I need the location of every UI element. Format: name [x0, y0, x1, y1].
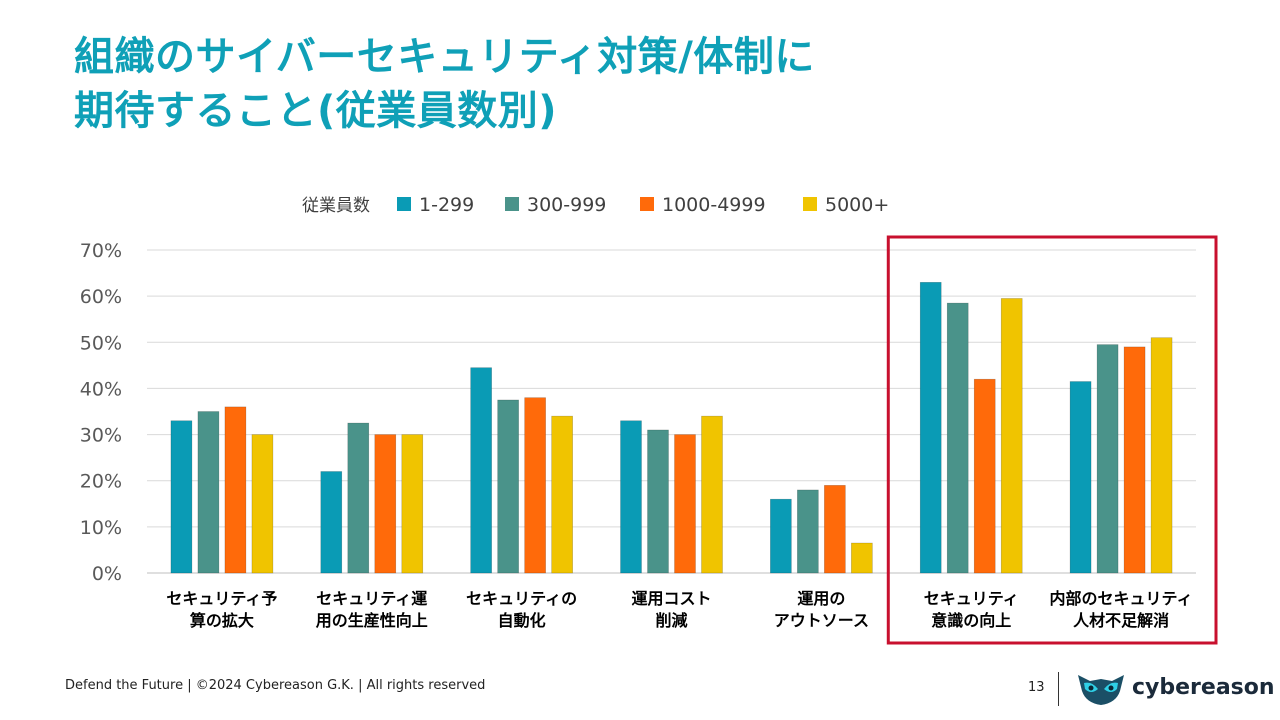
logo-wordmark: cybereason	[1132, 675, 1275, 700]
bar	[551, 415, 573, 574]
x-tick-label: セキュリティ運	[316, 589, 427, 608]
x-tick-label: 用の生産性向上	[316, 611, 428, 630]
bar	[647, 429, 669, 574]
slide-title-line-1: 組織のサイバーセキュリティ対策/体制に	[74, 34, 815, 80]
x-tick-label: 運用コスト	[631, 589, 711, 608]
legend-label: 5000+	[825, 194, 889, 216]
legend-label: 1-299	[419, 194, 474, 216]
bar	[401, 434, 424, 574]
x-tick-label: 算の拡大	[190, 611, 254, 630]
y-tick-label: 60%	[80, 286, 122, 308]
bar	[701, 415, 723, 574]
bar	[674, 434, 696, 574]
legend-swatch	[397, 197, 411, 211]
bar	[973, 378, 996, 574]
footer-divider	[1058, 672, 1059, 706]
y-tick-label: 70%	[80, 240, 122, 262]
bar	[1096, 344, 1119, 574]
slide-title: 組織のサイバーセキュリティ対策/体制に 期待すること(従業員数別)	[74, 30, 815, 138]
bar	[770, 498, 792, 574]
bar	[524, 397, 546, 574]
bar	[470, 367, 492, 574]
bar	[1150, 337, 1173, 574]
x-tick-label: セキュリティの	[466, 589, 577, 608]
bar	[170, 420, 193, 574]
y-tick-label: 30%	[80, 425, 122, 447]
bar	[620, 420, 642, 574]
highlight-box	[886, 235, 1218, 645]
x-tick-label: 削減	[655, 611, 687, 630]
y-tick-label: 40%	[80, 378, 122, 400]
x-tick-label: 内部のセキュリティ	[1050, 589, 1193, 608]
page-number: 13	[1028, 680, 1045, 695]
x-tick-label: セキュリティ	[924, 589, 1019, 608]
bar	[1000, 298, 1023, 574]
bar	[347, 422, 370, 574]
bar	[797, 489, 819, 574]
bar	[224, 406, 247, 574]
x-tick-label: 人材不足解消	[1073, 611, 1169, 630]
x-tick-label: セキュリティ予	[166, 589, 277, 608]
bar	[851, 542, 873, 574]
y-tick-label: 20%	[80, 471, 122, 493]
cybereason-logo: cybereason	[1076, 671, 1275, 707]
owl-logo-icon	[1078, 675, 1124, 705]
legend-swatch	[640, 197, 654, 211]
legend-swatch	[505, 197, 519, 211]
y-tick-label: 10%	[80, 517, 122, 539]
x-tick-label: 自動化	[498, 611, 546, 630]
bar	[497, 399, 519, 574]
legend-title: 従業員数	[302, 196, 370, 216]
legend-swatch	[803, 197, 817, 211]
bar	[374, 434, 397, 574]
y-tick-label: 0%	[92, 563, 122, 585]
slide-title-line-2: 期待すること(従業員数別)	[74, 88, 558, 134]
bar	[919, 281, 942, 574]
bar	[1069, 381, 1092, 574]
bar	[251, 434, 274, 574]
legend-label: 1000-4999	[662, 194, 766, 216]
x-tick-label: アウトソース	[774, 611, 869, 630]
bar	[197, 411, 220, 574]
bar	[320, 471, 343, 574]
bar	[1123, 346, 1146, 574]
bar	[824, 485, 846, 574]
footer-copyright: Defend the Future | ©2024 Cybereason G.K…	[65, 678, 486, 693]
legend-label: 300-999	[527, 194, 606, 216]
y-tick-label: 50%	[80, 332, 122, 354]
bar	[946, 302, 969, 574]
x-tick-label: 意識の向上	[931, 611, 1011, 630]
x-tick-label: 運用の	[797, 589, 845, 608]
